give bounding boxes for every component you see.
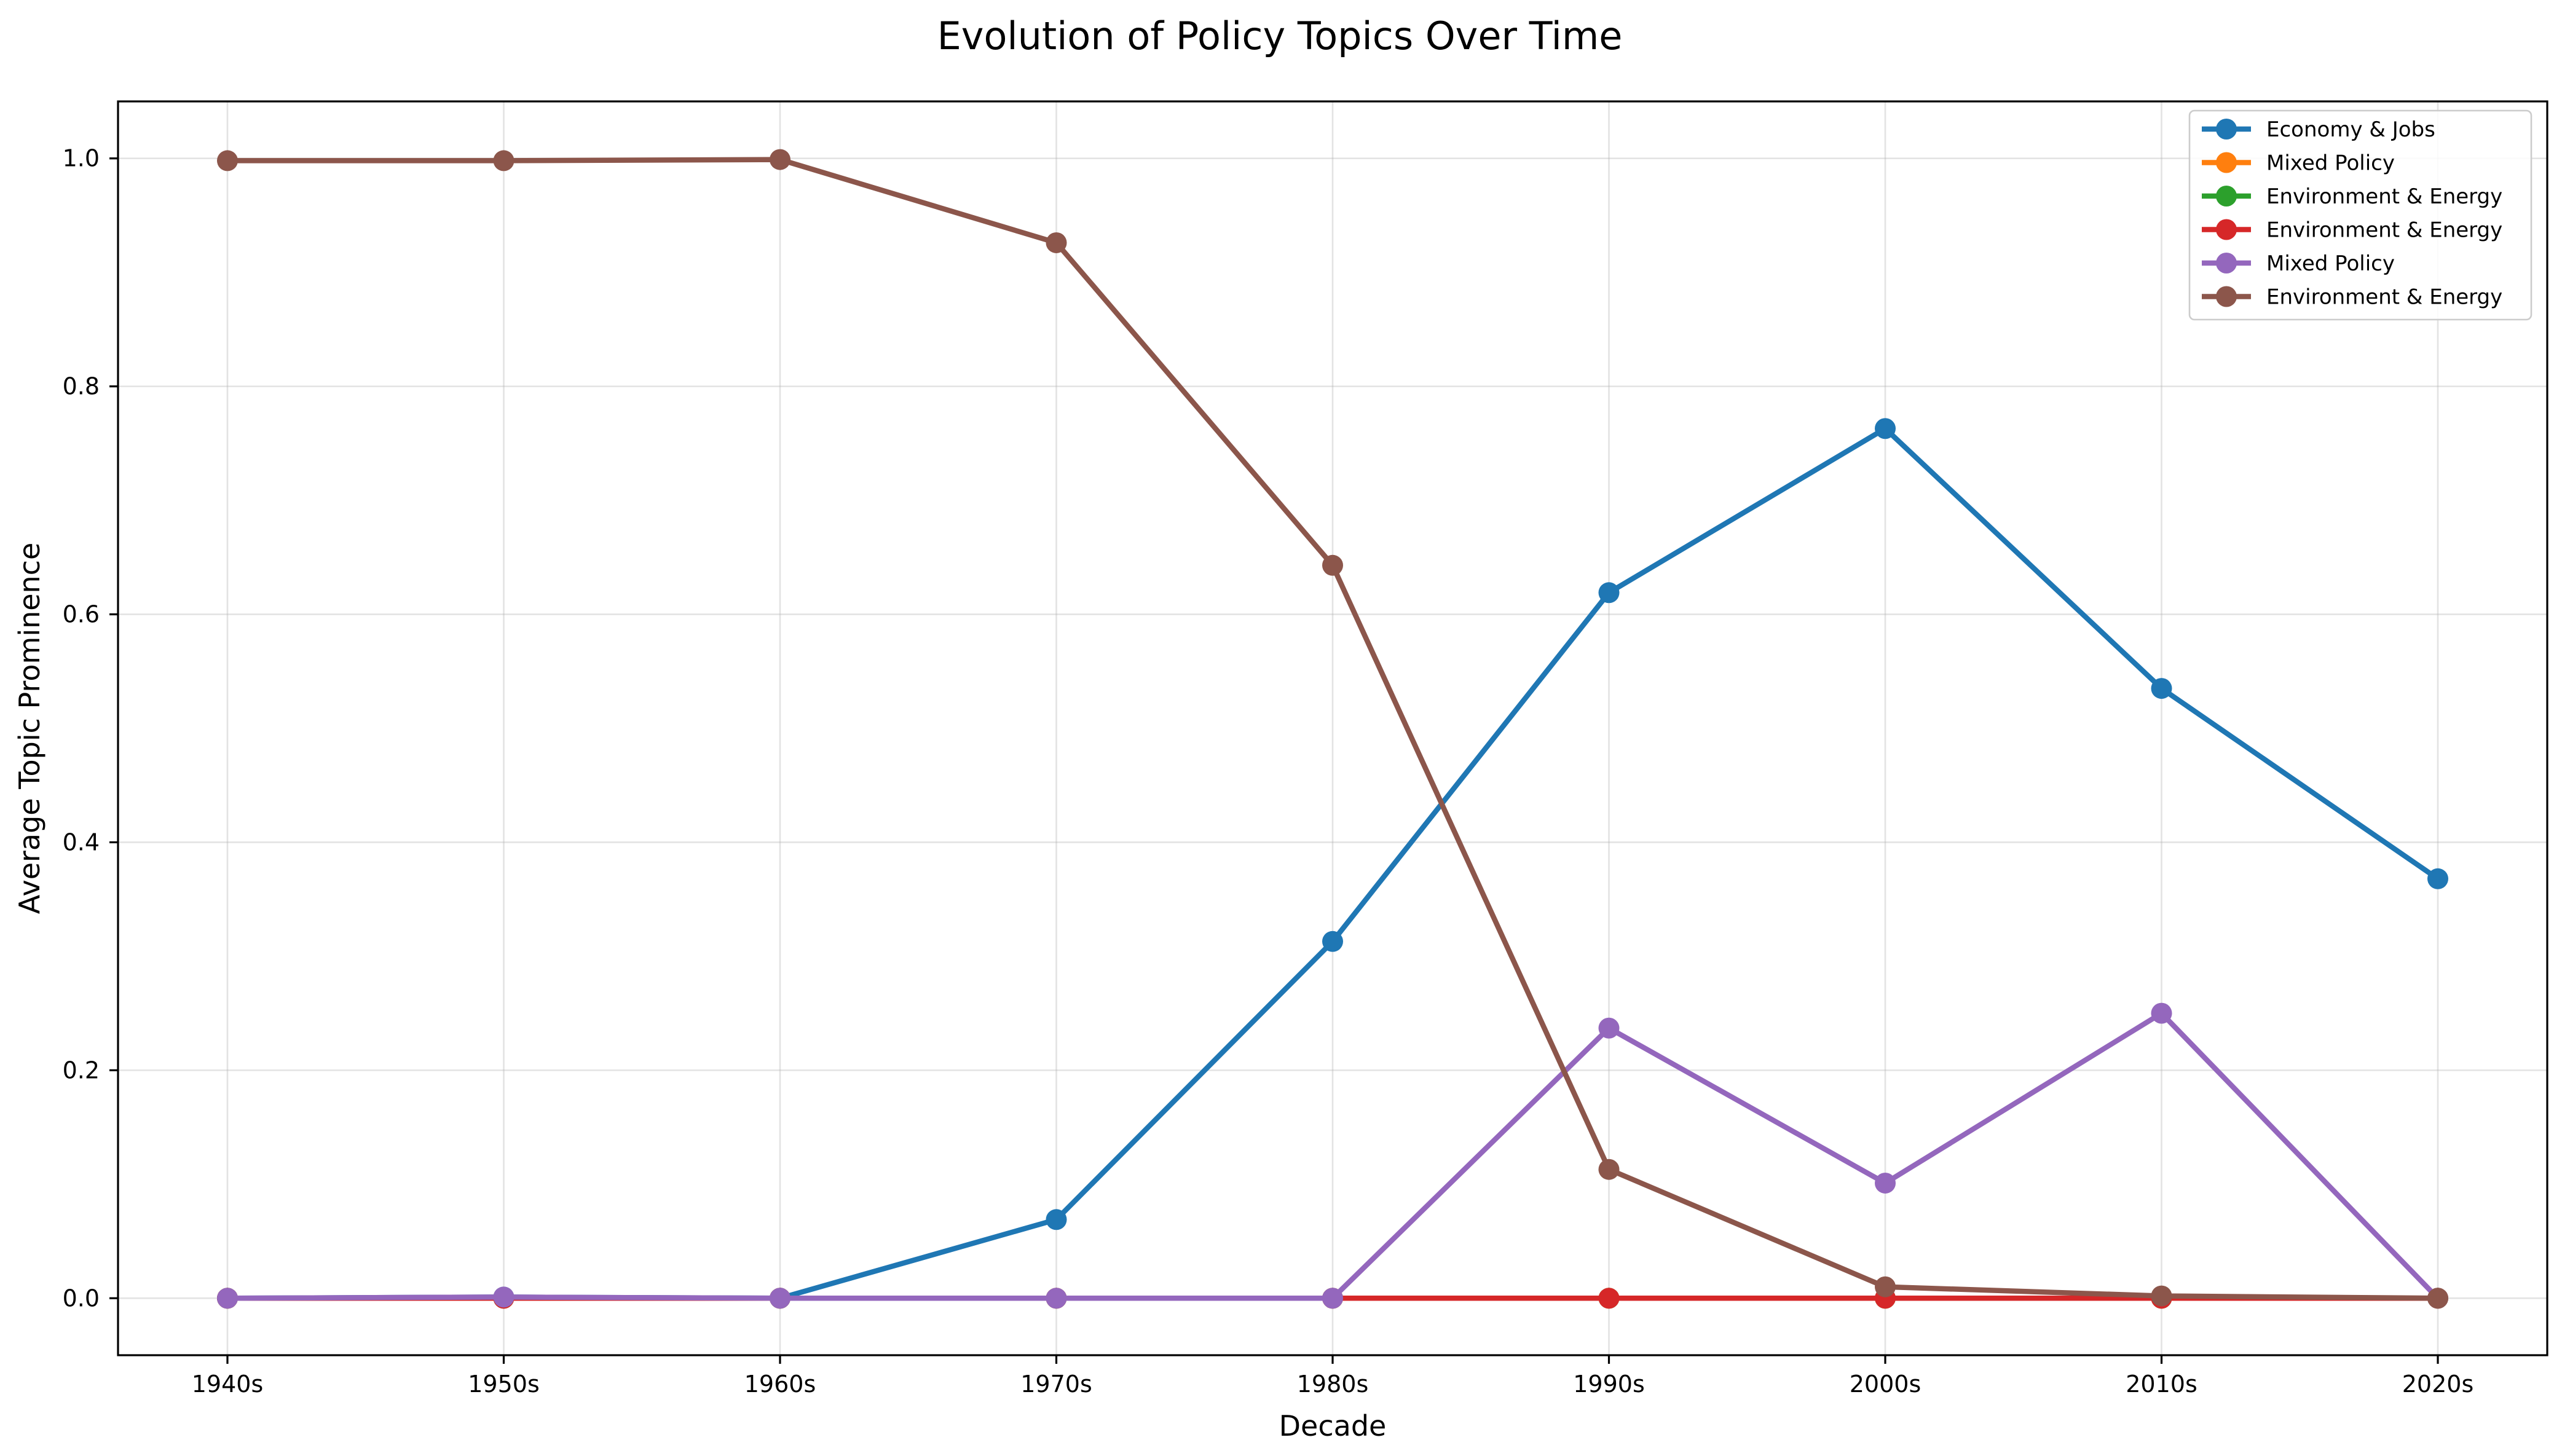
x-tick-label: 1940s xyxy=(192,1371,264,1398)
data-point xyxy=(217,1288,238,1309)
x-axis-label: Decade xyxy=(1279,1409,1387,1442)
legend-marker xyxy=(2216,152,2237,173)
legend-item: Mixed Policy xyxy=(2202,151,2395,176)
legend-marker xyxy=(2216,186,2237,207)
chart-title: Evolution of Policy Topics Over Time xyxy=(937,14,1623,58)
legend-item: Economy & Jobs xyxy=(2202,117,2435,142)
y-tick-label: 0.6 xyxy=(63,601,100,628)
legend-item: Environment & Energy xyxy=(2202,218,2502,243)
legend-label: Economy & Jobs xyxy=(2266,117,2435,142)
legend-label: Environment & Energy xyxy=(2266,285,2502,310)
legend-item: Environment & Energy xyxy=(2202,184,2502,209)
x-tick-label: 1960s xyxy=(744,1371,816,1398)
y-tick-label: 0.8 xyxy=(63,373,100,400)
data-point xyxy=(1322,1288,1343,1309)
legend-marker xyxy=(2216,119,2237,140)
data-point xyxy=(770,149,790,170)
legend-marker xyxy=(2216,253,2237,273)
x-tick-label: 1980s xyxy=(1297,1371,1369,1398)
x-tick-label: 2020s xyxy=(2402,1371,2474,1398)
legend-label: Environment & Energy xyxy=(2266,218,2502,243)
legend-label: Mixed Policy xyxy=(2266,251,2395,276)
data-point xyxy=(2151,1002,2172,1024)
series-6 xyxy=(217,149,2448,1309)
data-point xyxy=(1875,1276,1896,1297)
data-point xyxy=(1046,232,1067,253)
data-point xyxy=(1598,1017,1620,1039)
data-point xyxy=(1875,1172,1896,1194)
legend-label: Environment & Energy xyxy=(2266,184,2502,209)
y-tick-label: 1.0 xyxy=(63,145,100,172)
data-point xyxy=(2427,868,2448,889)
y-axis-label: Average Topic Prominence xyxy=(13,543,46,915)
data-point xyxy=(770,1288,790,1309)
y-tick-label: 0.0 xyxy=(63,1285,100,1312)
x-tick-label: 2010s xyxy=(2126,1371,2197,1398)
data-point xyxy=(2151,1285,2172,1307)
y-tick-label: 0.4 xyxy=(63,828,100,856)
data-point xyxy=(1598,1159,1620,1180)
series-layer xyxy=(217,149,2448,1309)
x-tick-label: 1990s xyxy=(1573,1371,1645,1398)
legend-marker xyxy=(2216,219,2237,240)
legend-label: Mixed Policy xyxy=(2266,151,2395,176)
x-tick-label: 1970s xyxy=(1020,1371,1092,1398)
legend-item: Mixed Policy xyxy=(2202,251,2395,276)
y-tick-label: 0.2 xyxy=(63,1057,100,1084)
data-point xyxy=(1598,1288,1620,1309)
x-tick-label: 1950s xyxy=(468,1371,540,1398)
data-point xyxy=(1598,582,1620,604)
legend: Economy & Jobs Mixed Policy Environment & … xyxy=(2188,109,2532,321)
data-point xyxy=(2427,1288,2448,1309)
data-point xyxy=(1322,931,1343,952)
data-point xyxy=(1046,1288,1067,1309)
data-point xyxy=(493,150,514,171)
legend-box xyxy=(2188,109,2532,321)
data-point xyxy=(217,150,238,171)
data-point xyxy=(1875,418,1896,439)
legend-item: Environment & Energy xyxy=(2202,285,2502,310)
legend-marker xyxy=(2216,286,2237,307)
data-point xyxy=(493,1286,514,1308)
x-tick-label: 2000s xyxy=(1850,1371,1922,1398)
data-point xyxy=(2151,678,2172,699)
data-point xyxy=(1046,1209,1067,1230)
tick-layer: 1940s 1950s 1960s 1970s 1980s 1990s 2000s 2010s… xyxy=(63,145,2474,1398)
data-point xyxy=(1322,554,1343,576)
